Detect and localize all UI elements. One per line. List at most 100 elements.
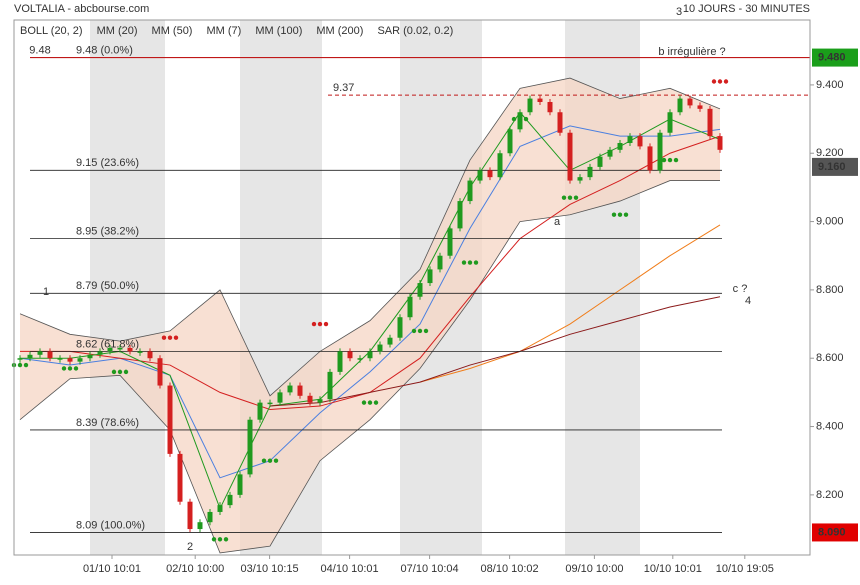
candle-body bbox=[377, 344, 383, 352]
annotation: 3 bbox=[676, 6, 682, 18]
sar-dot bbox=[61, 366, 67, 371]
candle-body bbox=[637, 136, 643, 147]
x-tick-label: 10/10 19:05 bbox=[716, 563, 774, 575]
candle-body bbox=[457, 201, 463, 229]
candle-body bbox=[17, 358, 23, 360]
candle-body bbox=[407, 296, 413, 318]
sar-dot bbox=[417, 328, 423, 334]
candle-body bbox=[437, 255, 443, 270]
sar-dot bbox=[173, 335, 179, 340]
sar-dot bbox=[473, 260, 479, 265]
candle-body bbox=[37, 351, 43, 355]
sar-dot bbox=[361, 400, 367, 405]
legend-entry: SAR (0.02, 0.2) bbox=[377, 25, 453, 37]
candle-body bbox=[177, 453, 183, 502]
candle-body bbox=[617, 142, 623, 150]
sar-dot bbox=[511, 116, 517, 122]
candle-body bbox=[687, 98, 693, 106]
sar-dot bbox=[423, 328, 429, 334]
annotation: c ? bbox=[733, 283, 748, 295]
candle-body bbox=[707, 108, 713, 137]
sar-dot bbox=[17, 362, 23, 368]
candle-body bbox=[97, 351, 103, 355]
candle-body bbox=[67, 358, 73, 362]
candle-body bbox=[647, 146, 653, 171]
candle-body bbox=[507, 129, 513, 154]
candle-body bbox=[337, 351, 343, 372]
candle-body bbox=[157, 358, 163, 386]
sar-dot bbox=[617, 212, 623, 217]
candle-body bbox=[77, 358, 83, 362]
x-tick-label: 01/10 10:01 bbox=[83, 563, 141, 575]
sar-dot bbox=[317, 321, 323, 327]
candle-body bbox=[57, 358, 63, 360]
chart-title: VOLTALIA - abcbourse.com bbox=[14, 3, 149, 15]
sar-dot bbox=[111, 369, 117, 375]
y-tick-label: 9.400 bbox=[816, 79, 844, 91]
candle-body bbox=[137, 351, 143, 353]
candle-body bbox=[357, 358, 363, 360]
bollinger-lower bbox=[19, 180, 720, 554]
sar-dot bbox=[273, 458, 279, 463]
fib-label: 8.79 (50.0%) bbox=[76, 280, 139, 292]
resistance-label: 9.48 bbox=[29, 44, 50, 56]
candle-body bbox=[387, 337, 393, 345]
sar-dot bbox=[573, 195, 579, 200]
candle-body bbox=[297, 385, 303, 396]
sar-dot bbox=[673, 157, 679, 163]
candle-body bbox=[317, 399, 323, 403]
candle-body bbox=[47, 351, 53, 359]
candle-body bbox=[667, 112, 673, 133]
fib-label: 9.48 (0.0%) bbox=[76, 44, 133, 56]
candle-body bbox=[207, 511, 213, 523]
sar-dot bbox=[311, 321, 317, 327]
sar-dot bbox=[23, 362, 29, 368]
session-band bbox=[90, 20, 165, 555]
annotation: 2 bbox=[187, 541, 193, 553]
sar-dot bbox=[323, 321, 329, 327]
sar-dot bbox=[467, 260, 473, 265]
candle-body bbox=[147, 351, 153, 359]
y-tick-label: 8.600 bbox=[816, 352, 844, 364]
fib-label: 9.15 (23.6%) bbox=[76, 157, 139, 169]
y-tick-label: 9.200 bbox=[816, 147, 844, 159]
moving-average bbox=[419, 224, 721, 383]
candle-body bbox=[427, 269, 433, 284]
candle-body bbox=[187, 501, 193, 530]
candle-body bbox=[547, 101, 553, 113]
sar-dot bbox=[217, 537, 223, 542]
sar-dot bbox=[723, 79, 729, 84]
sar-dot bbox=[667, 157, 673, 163]
candle-body bbox=[257, 402, 263, 420]
candle-body bbox=[197, 522, 203, 530]
plot: 9.48 (0.0%) 9.15 (23.6%) 8.95 (38.2%) 8.79 … bbox=[11, 44, 810, 554]
annotation: a bbox=[554, 216, 561, 228]
sar-dot bbox=[717, 79, 723, 84]
sar-dot bbox=[561, 195, 567, 200]
sar-dot bbox=[661, 157, 667, 163]
price-tag bbox=[812, 523, 858, 542]
price-tag-label: 9.160 bbox=[818, 161, 846, 173]
candle-body bbox=[607, 149, 613, 157]
fib-label: 8.39 (78.6%) bbox=[76, 417, 139, 429]
sar-dot bbox=[117, 369, 123, 375]
candle-body bbox=[567, 132, 573, 181]
price-tag bbox=[812, 48, 858, 67]
candle-body bbox=[347, 351, 353, 359]
price-tag-label: 8.090 bbox=[818, 526, 846, 538]
x-tick-label: 07/10 10:04 bbox=[401, 563, 459, 575]
x-tick-label: 08/10 10:02 bbox=[481, 563, 539, 575]
candle-body bbox=[87, 354, 93, 359]
legend-entry: MM (200) bbox=[316, 25, 363, 37]
x-tick-label: 03/10 10:15 bbox=[241, 563, 299, 575]
legend-entry: MM (50) bbox=[152, 25, 193, 37]
candle-body bbox=[447, 228, 453, 256]
legend-entry: MM (7) bbox=[206, 25, 241, 37]
candle-body bbox=[27, 354, 33, 359]
candle-body bbox=[397, 317, 403, 338]
candle-body bbox=[557, 112, 563, 133]
y-tick-label: 9.000 bbox=[816, 215, 844, 227]
sar-dot bbox=[567, 195, 573, 200]
price-tag-label: 9.480 bbox=[818, 51, 846, 63]
sar-dot bbox=[373, 400, 379, 405]
